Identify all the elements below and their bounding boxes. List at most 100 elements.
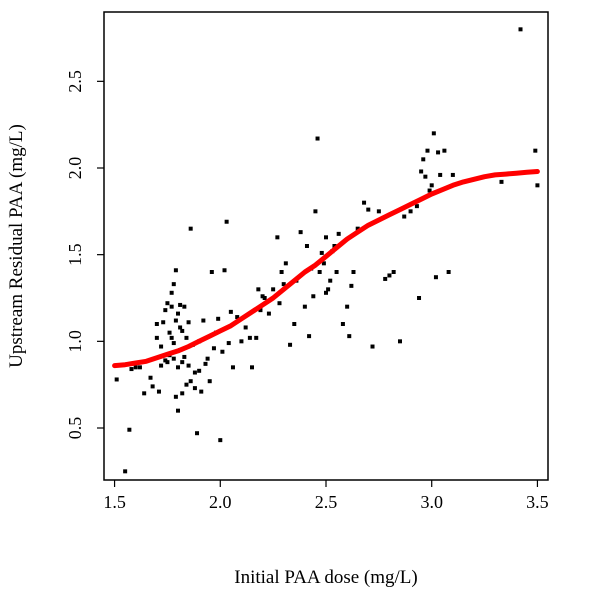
data-point [349, 283, 354, 288]
data-point [165, 301, 170, 306]
data-point [192, 370, 197, 375]
fit-curve [112, 169, 540, 369]
data-point [288, 342, 293, 347]
data-point [171, 282, 176, 287]
data-point [315, 136, 320, 141]
fit-line [112, 169, 540, 369]
data-point [533, 148, 538, 153]
data-point [239, 339, 244, 344]
data-point [169, 335, 174, 340]
x-axis: 1.5 2.0 2.5 3.0 3.5 [103, 480, 549, 512]
data-point [256, 287, 261, 292]
data-point [307, 334, 312, 339]
data-point [247, 335, 252, 340]
data-point [218, 438, 223, 443]
data-point [188, 226, 193, 231]
data-point [292, 322, 297, 326]
data-point [266, 311, 271, 316]
data-point [195, 431, 200, 436]
y-axis: 0.5 1.0 1.5 2.0 2.5 [65, 70, 104, 439]
data-point [176, 408, 180, 413]
data-point [154, 322, 159, 326]
y-tick-label: 2.0 [65, 157, 85, 180]
data-point [180, 391, 185, 396]
data-point [332, 244, 337, 248]
data-point [182, 354, 187, 359]
x-tick-label: 3.5 [526, 492, 549, 512]
data-point [340, 322, 345, 326]
x-axis-label: Initial PAA dose (mg/L) [234, 567, 418, 588]
data-point [178, 302, 183, 307]
data-point [199, 389, 204, 394]
data-point [271, 287, 276, 292]
data-point [283, 261, 288, 266]
data-point [129, 367, 134, 372]
data-point [178, 325, 183, 330]
data-point [220, 349, 225, 354]
data-point [150, 384, 155, 389]
data-point [336, 231, 341, 236]
data-point [298, 230, 303, 235]
data-point [205, 356, 210, 361]
data-point [326, 287, 331, 292]
data-point [186, 363, 191, 368]
data-point [347, 334, 352, 339]
data-point [142, 391, 147, 396]
data-point [216, 316, 221, 321]
y-axis-label: Upstream Residual PAA (mg/L) [6, 124, 27, 368]
data-point [402, 214, 407, 219]
data-point [235, 315, 240, 320]
y-tick-label: 2.5 [65, 70, 85, 93]
data-point [391, 270, 396, 274]
data-point [171, 356, 176, 361]
data-point [328, 278, 333, 283]
data-point [370, 344, 375, 349]
data-point [184, 382, 189, 387]
data-point [302, 304, 307, 309]
data-point [163, 358, 168, 363]
plot-frame [103, 11, 549, 481]
data-point [127, 427, 132, 432]
data-point [250, 365, 254, 370]
data-point [228, 309, 233, 314]
data-point [423, 174, 428, 179]
data-point [419, 169, 424, 174]
y-tick-label: 0.5 [65, 417, 85, 440]
data-point [417, 296, 422, 300]
data-point [304, 244, 309, 248]
data-point [427, 188, 432, 193]
data-point [319, 250, 324, 255]
data-point [431, 131, 436, 136]
data-point [425, 148, 430, 153]
data-point [159, 344, 164, 349]
data-point [277, 301, 282, 306]
data-point [446, 270, 451, 274]
data-point [313, 209, 318, 214]
data-point [192, 386, 197, 391]
data-point [254, 335, 259, 340]
x-tick-label: 2.5 [315, 492, 338, 512]
data-point [137, 365, 142, 370]
data-point [345, 304, 350, 309]
data-point [180, 328, 185, 333]
data-point [366, 207, 371, 212]
data-point [165, 360, 170, 365]
data-point [408, 209, 413, 214]
data-point [243, 325, 248, 330]
data-point [450, 172, 455, 177]
data-point [387, 273, 392, 278]
data-point [203, 361, 208, 366]
data-point [171, 341, 176, 346]
data-point [518, 27, 523, 32]
data-point [169, 290, 174, 295]
data-point [154, 335, 159, 340]
data-point [224, 219, 229, 224]
data-point [279, 270, 284, 274]
data-point [161, 320, 166, 325]
data-point [159, 363, 164, 368]
data-point [499, 179, 504, 184]
data-point [414, 204, 419, 209]
x-tick-label: 3.0 [420, 492, 443, 512]
